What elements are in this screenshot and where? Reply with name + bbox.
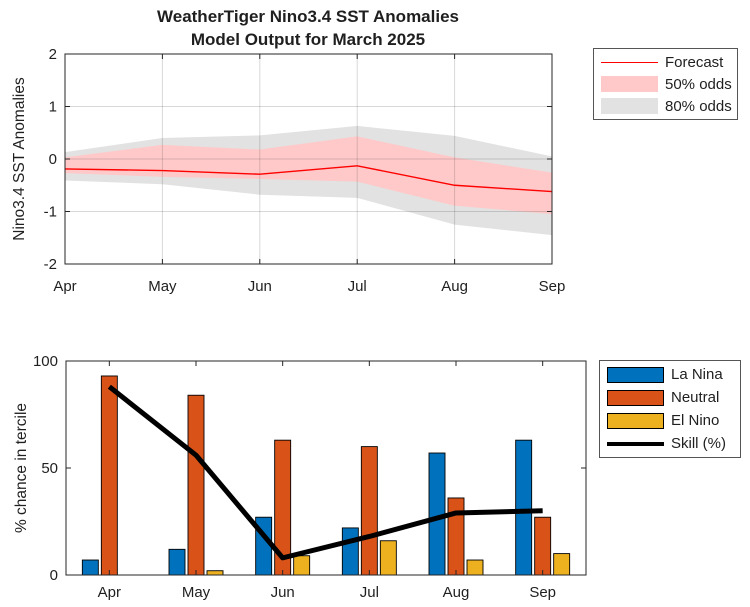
bottom-chart-ylabel: % chance in tercile	[13, 403, 30, 533]
chart-title-line2: Model Output for March 2025	[191, 30, 425, 49]
legend-item-forecast: Forecast	[594, 51, 737, 73]
top-x-tick-label: Jul	[348, 278, 367, 295]
bar	[447, 497, 465, 576]
top-y-tick-label: 1	[49, 99, 57, 116]
neutral-swatch-icon	[607, 389, 664, 406]
forecast-line	[64, 165, 553, 193]
top-grid	[65, 54, 552, 264]
bar	[293, 555, 311, 576]
tercile-legend: La Nina Neutral El Nino Skill (%)	[599, 360, 741, 458]
bottom-y-tick-label: 100	[33, 353, 58, 370]
top-y-tick-label: -2	[44, 256, 57, 273]
bar	[341, 527, 359, 576]
legend-item-neutral: Neutral	[600, 387, 740, 409]
band-50-odds	[65, 136, 552, 215]
plot-box	[65, 360, 587, 576]
bottom-x-tick-label: Aug	[443, 584, 470, 601]
bar	[466, 559, 484, 576]
legend-label: 80% odds	[665, 97, 732, 115]
legend-label: La Nina	[671, 366, 723, 383]
legend-label: Forecast	[665, 53, 724, 71]
skill-line	[107, 384, 543, 561]
legend-label: El Nino	[671, 412, 720, 429]
forecast-swatch-icon	[601, 61, 658, 63]
top-chart-ylabel: Nino3.4 SST Anomalies	[11, 77, 28, 241]
neutral-bars	[100, 375, 552, 576]
skill-swatch-icon	[607, 441, 664, 446]
top-y-tick-label: -1	[44, 204, 57, 221]
bottom-y-tick-label: 50	[41, 460, 58, 477]
legend-label: 50% odds	[665, 75, 732, 93]
bar	[534, 516, 552, 576]
bar	[187, 394, 205, 576]
top-y-tick-label: 2	[49, 46, 57, 63]
top-x-tick-label: May	[148, 278, 177, 295]
el-nino-swatch-icon	[607, 412, 664, 429]
80-odds-swatch-icon	[601, 98, 658, 114]
bottom-x-tick-label: Jul	[360, 584, 379, 601]
bar	[81, 559, 99, 576]
legend-label: Skill (%)	[671, 435, 726, 452]
chart-title-line1: WeatherTiger Nino3.4 SST Anomalies	[157, 7, 459, 26]
bottom-x-tick-label: Sep	[529, 584, 556, 601]
bottom-y-tick-label: 0	[50, 567, 58, 584]
legend-label: Neutral	[671, 389, 720, 406]
forecast-legend: Forecast 50% odds 80% odds	[593, 48, 738, 120]
bar	[379, 540, 397, 576]
top-x-tick-label: Aug	[441, 278, 468, 295]
legend-item-skill: Skill (%)	[600, 433, 740, 455]
bar	[515, 439, 533, 576]
bar	[206, 570, 224, 576]
bottom-x-tick-label: Jun	[271, 584, 295, 601]
tercile-probability-chart: Apr May Jun Jul Aug Sep 0 50 100	[33, 353, 587, 601]
legend-item-la-nina: La Nina	[600, 364, 740, 386]
bar	[360, 446, 378, 576]
bar	[100, 375, 118, 576]
sst-anomaly-chart: Apr May Jun Jul Aug Sep -2 -1 0 1 2	[44, 46, 566, 295]
la-nina-swatch-icon	[607, 366, 664, 383]
bottom-x-tick-label: May	[182, 584, 211, 601]
top-x-tick-label: Sep	[539, 278, 566, 295]
bottom-x-tick-label: Apr	[98, 584, 121, 601]
top-x-tick-label: Jun	[248, 278, 272, 295]
legend-item-80-odds: 80% odds	[594, 95, 737, 117]
legend-item-50-odds: 50% odds	[594, 73, 737, 95]
top-x-tick-label: Apr	[53, 278, 76, 295]
bar	[553, 553, 571, 576]
legend-item-el-nino: El Nino	[600, 410, 740, 432]
bar	[168, 548, 186, 576]
top-y-tick-label: 0	[49, 151, 57, 168]
50-odds-swatch-icon	[601, 76, 658, 92]
